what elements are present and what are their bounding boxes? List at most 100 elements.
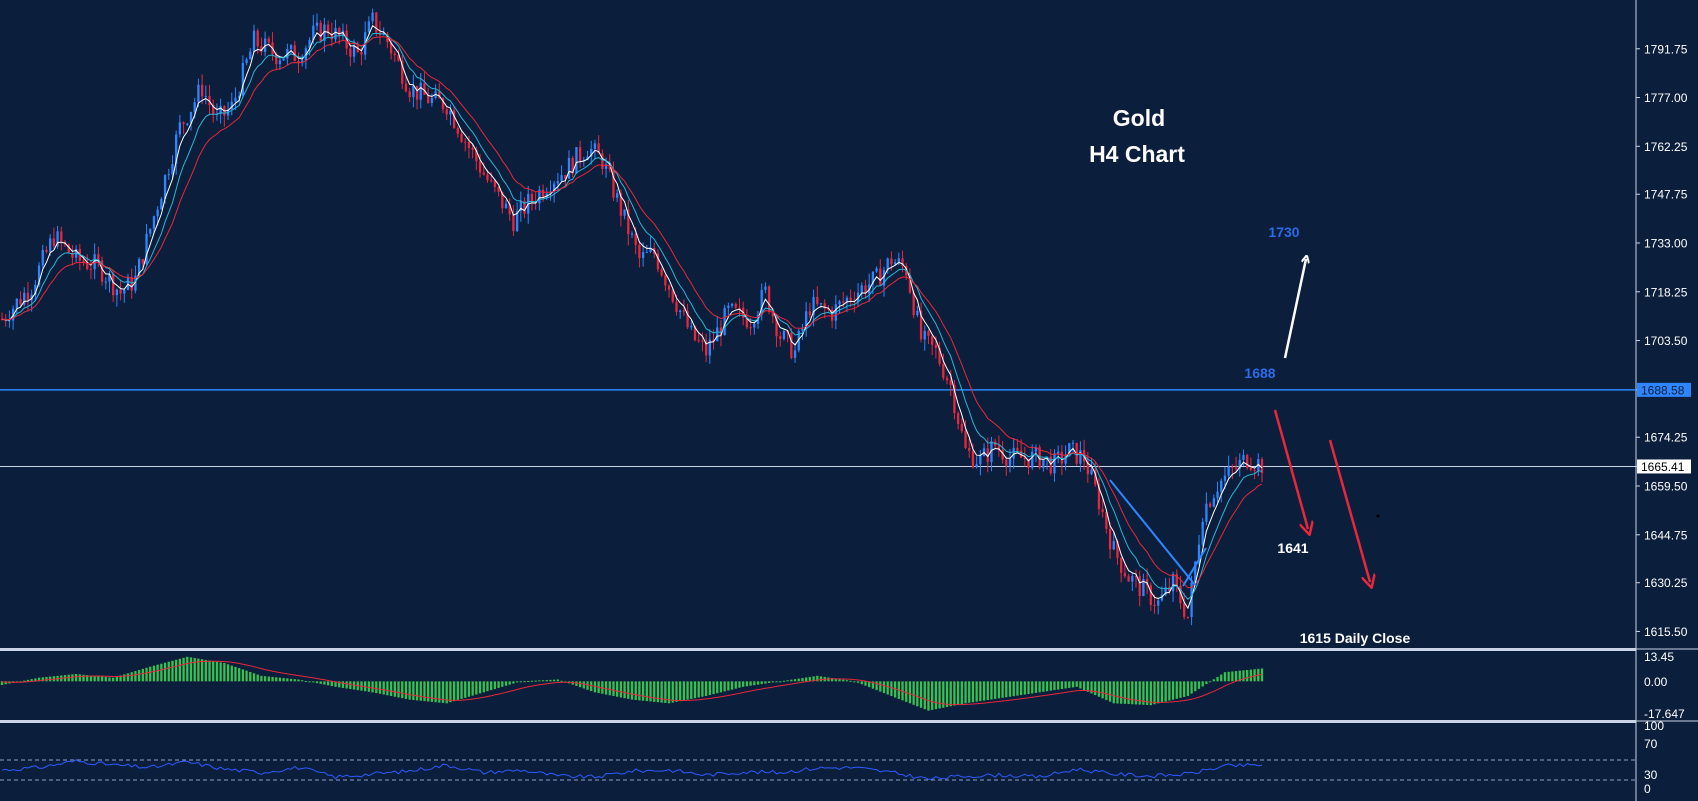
- macd-bar: [1179, 681, 1182, 698]
- macd-bar: [753, 681, 756, 686]
- macd-bar: [267, 676, 270, 682]
- candle-body: [538, 189, 541, 204]
- annotation-1730: 1730: [1268, 224, 1299, 240]
- candle-body: [52, 238, 56, 247]
- candle-body: [730, 303, 734, 306]
- macd-bar: [445, 681, 448, 704]
- candle-body: [953, 384, 956, 414]
- macd-bar: [497, 681, 500, 688]
- macd-bar: [375, 681, 378, 694]
- macd-bar: [716, 681, 719, 694]
- candle-body: [1197, 544, 1201, 562]
- candle-body: [1164, 587, 1167, 595]
- candle-body: [1238, 459, 1241, 469]
- candle-body: [482, 172, 485, 175]
- candle-body: [323, 24, 326, 41]
- macd-bar: [641, 681, 645, 701]
- candle-body: [493, 180, 497, 188]
- macd-bar: [1008, 681, 1012, 697]
- candle-body: [1190, 582, 1193, 618]
- candle-body: [793, 350, 797, 358]
- candle-body: [1071, 442, 1075, 444]
- macd-bar: [912, 681, 915, 705]
- macd-bar: [226, 664, 230, 682]
- candle-body: [590, 148, 593, 157]
- macd-bar: [249, 671, 252, 682]
- candle-body: [371, 12, 374, 22]
- macd-bar: [1160, 681, 1164, 703]
- candle-body: [490, 180, 493, 182]
- candle-body: [997, 445, 1001, 450]
- price-tick-label: 1630.25: [1644, 576, 1688, 590]
- candle-body: [1227, 466, 1230, 476]
- candle-body: [975, 464, 978, 468]
- candle-body: [893, 262, 897, 265]
- candle-body: [808, 311, 812, 316]
- macd-bar: [864, 681, 867, 686]
- candle-body: [508, 203, 511, 215]
- macd-bar: [467, 681, 471, 697]
- candle-body: [297, 60, 300, 64]
- candle-body: [397, 55, 400, 61]
- macd-bar: [434, 681, 437, 703]
- candle-body: [1038, 447, 1041, 468]
- price-marker-bg: [1637, 382, 1691, 397]
- candle-body: [149, 228, 152, 234]
- candle-body: [805, 311, 808, 329]
- macd-bar: [197, 658, 200, 682]
- macd-bar: [786, 680, 789, 682]
- candle-body: [189, 111, 193, 124]
- macd-bar: [682, 681, 686, 701]
- macd-bar: [534, 680, 537, 682]
- macd-bar: [212, 661, 215, 682]
- candle-body: [849, 297, 852, 301]
- macd-bar: [719, 681, 723, 693]
- candle-body: [334, 27, 337, 40]
- macd-bar: [134, 671, 137, 682]
- candle-body: [349, 48, 352, 57]
- macd-bar: [412, 681, 415, 701]
- candle-body: [575, 147, 578, 174]
- candle-body: [82, 260, 85, 263]
- macd-histogram: [0, 656, 1264, 711]
- candle-body: [627, 209, 630, 235]
- candle-body: [1179, 585, 1182, 604]
- macd-bar: [771, 681, 774, 683]
- price-tick-label: 1703.50: [1644, 334, 1688, 348]
- macd-bar: [1123, 681, 1127, 704]
- macd-bar: [1183, 681, 1186, 697]
- candle-body: [412, 85, 415, 98]
- macd-bar: [756, 681, 760, 685]
- candle-body: [467, 141, 471, 149]
- candle-body: [897, 258, 900, 263]
- candle-body: [597, 143, 600, 154]
- macd-bar: [1016, 681, 1019, 696]
- candle-body: [352, 45, 356, 57]
- macd-bar: [119, 675, 122, 682]
- candle-body: [456, 127, 459, 134]
- candle-body: [252, 30, 256, 52]
- candle-body: [19, 298, 22, 305]
- candle-body: [193, 102, 196, 112]
- candle-body: [204, 95, 207, 97]
- candle-body: [723, 307, 726, 336]
- macd-bar: [286, 678, 289, 682]
- candle-body: [931, 335, 934, 345]
- macd-bar: [397, 681, 400, 698]
- candle-body: [556, 181, 560, 184]
- macd-bar: [1134, 681, 1138, 705]
- candle-body: [968, 447, 971, 451]
- macd-bar: [419, 681, 422, 701]
- candle-body: [186, 123, 189, 125]
- candle-body: [1079, 449, 1082, 464]
- macd-bar: [556, 679, 560, 682]
- macd-bar: [223, 663, 226, 682]
- macd-bar: [1086, 681, 1089, 692]
- candle-body: [163, 175, 167, 200]
- macd-bar: [764, 681, 767, 684]
- candle-body: [245, 59, 248, 64]
- macd-bar: [1190, 681, 1193, 694]
- macd-bar: [560, 680, 563, 682]
- candle-body: [701, 340, 704, 342]
